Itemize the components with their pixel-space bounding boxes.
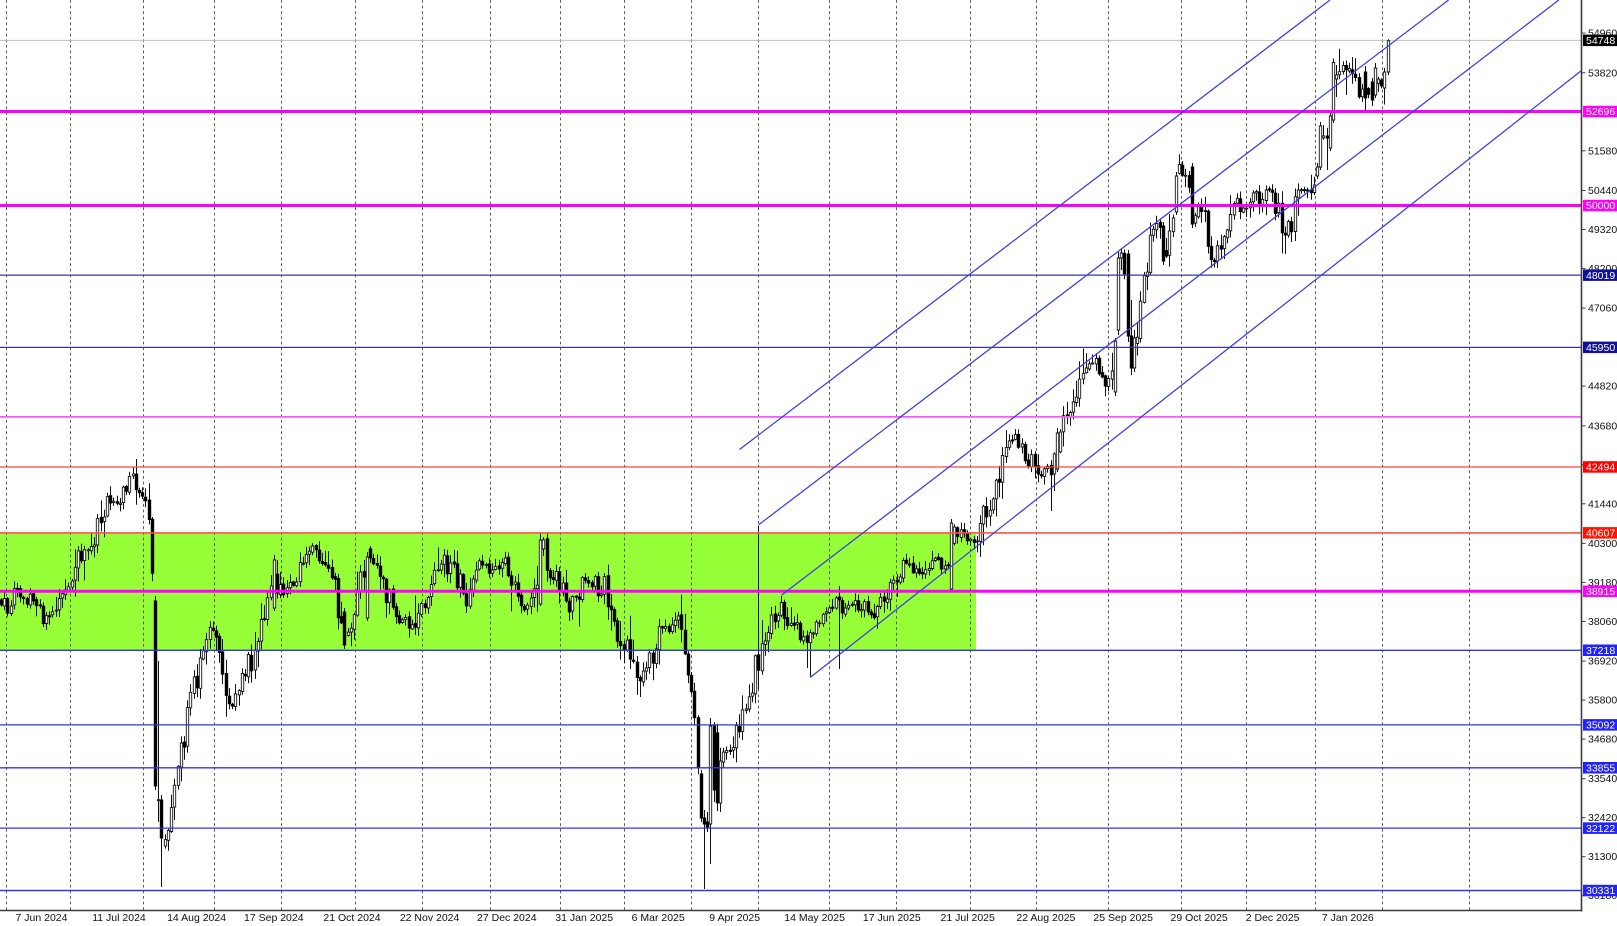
svg-text:41440: 41440 <box>1588 498 1617 510</box>
svg-text:38915: 38915 <box>1586 586 1615 598</box>
svg-text:25 Sep 2025: 25 Sep 2025 <box>1093 912 1153 924</box>
svg-text:2 Dec 2025: 2 Dec 2025 <box>1246 912 1300 924</box>
svg-text:43680: 43680 <box>1588 420 1617 432</box>
svg-text:42494: 42494 <box>1586 462 1615 474</box>
svg-text:36920: 36920 <box>1588 656 1617 668</box>
svg-text:17 Jun 2025: 17 Jun 2025 <box>863 912 921 924</box>
svg-text:50000: 50000 <box>1586 200 1615 212</box>
svg-text:32420: 32420 <box>1588 812 1617 824</box>
svg-text:29 Oct 2025: 29 Oct 2025 <box>1170 912 1227 924</box>
svg-text:50440: 50440 <box>1588 185 1617 197</box>
svg-text:21 Oct 2024: 21 Oct 2024 <box>323 912 380 924</box>
svg-text:14 May 2025: 14 May 2025 <box>784 912 845 924</box>
svg-text:6 Mar 2025: 6 Mar 2025 <box>632 912 685 924</box>
svg-text:47060: 47060 <box>1588 303 1617 315</box>
svg-text:48019: 48019 <box>1586 270 1615 282</box>
svg-text:40300: 40300 <box>1588 538 1617 550</box>
svg-text:7 Jun 2024: 7 Jun 2024 <box>16 912 68 924</box>
svg-text:49320: 49320 <box>1588 224 1617 236</box>
svg-text:51580: 51580 <box>1588 145 1617 157</box>
svg-text:7 Jan 2026: 7 Jan 2026 <box>1322 912 1374 924</box>
svg-text:35800: 35800 <box>1588 695 1617 707</box>
svg-text:22 Nov 2024: 22 Nov 2024 <box>400 912 460 924</box>
svg-text:27 Dec 2024: 27 Dec 2024 <box>477 912 537 924</box>
svg-text:31 Jan 2025: 31 Jan 2025 <box>555 912 613 924</box>
svg-text:30331: 30331 <box>1586 885 1615 897</box>
svg-text:17 Sep 2024: 17 Sep 2024 <box>244 912 304 924</box>
svg-text:32122: 32122 <box>1586 823 1615 835</box>
svg-text:31300: 31300 <box>1588 851 1617 863</box>
svg-text:45950: 45950 <box>1586 342 1615 354</box>
svg-text:38060: 38060 <box>1588 616 1617 628</box>
svg-text:22 Aug 2025: 22 Aug 2025 <box>1016 912 1075 924</box>
svg-text:9 Apr 2025: 9 Apr 2025 <box>709 912 760 924</box>
svg-text:11 Jul 2024: 11 Jul 2024 <box>92 912 146 924</box>
svg-text:40607: 40607 <box>1586 528 1615 540</box>
svg-text:44820: 44820 <box>1588 381 1617 393</box>
svg-text:35092: 35092 <box>1586 720 1615 732</box>
svg-text:37218: 37218 <box>1586 645 1615 657</box>
svg-text:53820: 53820 <box>1588 67 1617 79</box>
svg-text:21 Jul 2025: 21 Jul 2025 <box>941 912 995 924</box>
svg-text:34680: 34680 <box>1588 734 1617 746</box>
svg-text:33855: 33855 <box>1586 763 1615 775</box>
svg-text:33540: 33540 <box>1588 773 1617 785</box>
svg-text:14 Aug 2024: 14 Aug 2024 <box>167 912 226 924</box>
svg-text:54748: 54748 <box>1586 35 1615 47</box>
svg-text:52696: 52696 <box>1586 106 1615 118</box>
